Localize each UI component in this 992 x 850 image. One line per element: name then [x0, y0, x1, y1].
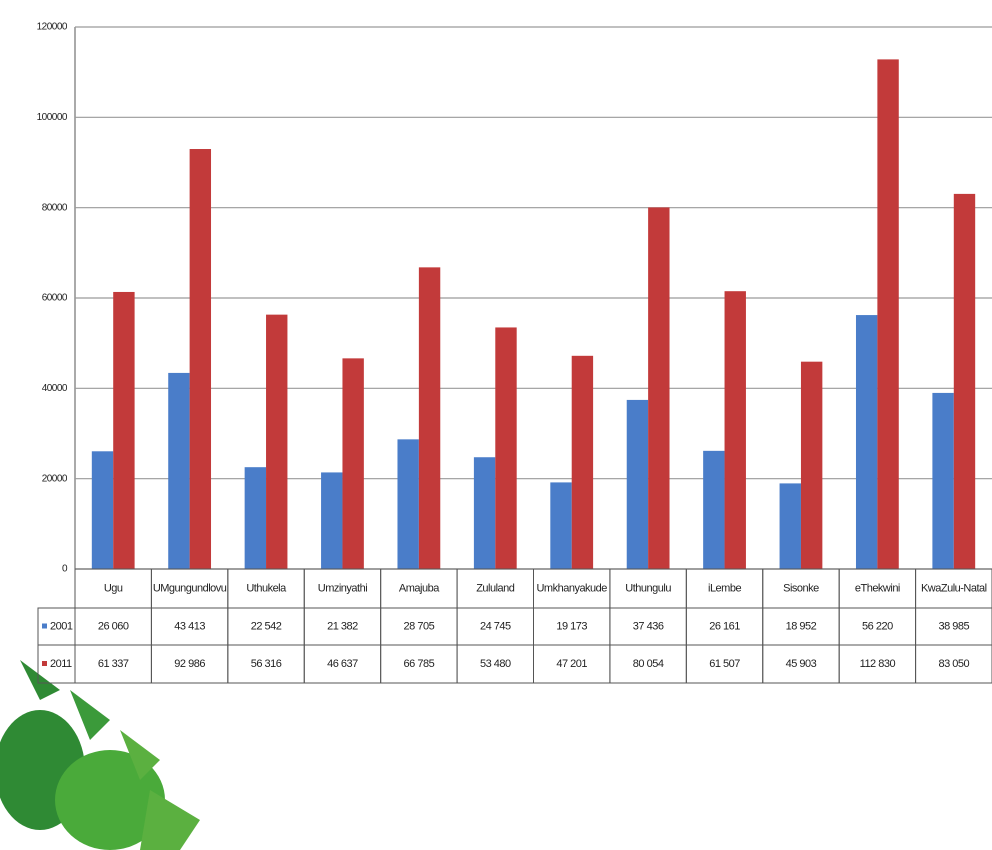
- bar: [550, 482, 572, 569]
- table-value: 26 060: [98, 620, 129, 632]
- y-tick-label: 40000: [42, 383, 68, 394]
- x-tick-label: KwaZulu-Natal: [921, 582, 987, 594]
- bar: [953, 193, 976, 569]
- bar: [168, 372, 190, 569]
- table-value: 22 542: [251, 620, 282, 632]
- x-tick-label: Umkhanyakude: [536, 582, 607, 594]
- table-value: 61 337: [98, 658, 129, 670]
- y-tick-label: 60000: [42, 293, 68, 304]
- legend-label: 2011: [50, 658, 72, 670]
- table-value: 112 830: [860, 658, 896, 670]
- bar: [724, 291, 746, 569]
- y-tick-label: 0: [62, 564, 68, 575]
- x-tick-label: eThekwini: [855, 582, 900, 594]
- table-value: 38 985: [938, 620, 969, 632]
- bar: [189, 149, 212, 569]
- x-tick-label: Zululand: [476, 582, 515, 594]
- bar: [113, 291, 135, 569]
- bar: [932, 392, 954, 569]
- bar: [397, 439, 419, 569]
- table-value: 18 952: [786, 620, 817, 632]
- bar: [571, 355, 594, 569]
- x-tick-label: Sisonke: [783, 582, 819, 594]
- table-value: 56 220: [862, 620, 893, 632]
- legend-swatch: [42, 623, 47, 629]
- table-value: 66 785: [404, 658, 435, 670]
- table-value: 21 382: [327, 620, 358, 632]
- legend-swatch: [42, 661, 47, 666]
- legend-label: 2001: [50, 620, 73, 632]
- bar: [244, 467, 267, 569]
- y-tick-label: 120000: [37, 22, 68, 33]
- table-cell: [37, 644, 76, 684]
- x-tick-label: Umzinyathi: [318, 582, 367, 594]
- table-value: 47 201: [556, 658, 587, 670]
- table-value: 28 705: [404, 620, 435, 632]
- bar: [342, 358, 364, 569]
- table-value: 26 161: [709, 620, 740, 632]
- bar: [473, 457, 496, 569]
- x-tick-label: Uthungulu: [625, 582, 671, 594]
- table-value: 53 480: [480, 658, 511, 670]
- bar: [418, 267, 441, 569]
- bar: [321, 472, 343, 569]
- table-value: 45 903: [786, 658, 817, 670]
- table-value: 61 507: [709, 658, 740, 670]
- table-value: 19 173: [556, 620, 587, 632]
- table-value: 92 986: [174, 658, 205, 670]
- x-tick-label: iLembe: [708, 582, 741, 594]
- logo: [0, 660, 200, 850]
- table-value: 56 316: [251, 658, 282, 670]
- x-tick-label: UMgungundlovu: [153, 582, 227, 594]
- bar: [855, 315, 878, 569]
- table-value: 37 436: [633, 620, 664, 632]
- table-value: 83 050: [938, 658, 969, 670]
- x-tick-label: Uthukela: [246, 582, 287, 594]
- y-tick-label: 100000: [37, 112, 68, 123]
- table-value: 43 413: [174, 620, 205, 632]
- table-value: 24 745: [480, 620, 511, 632]
- bar: [877, 59, 899, 570]
- bar: [495, 327, 517, 569]
- bar: [266, 314, 288, 569]
- table-value: 46 637: [327, 658, 358, 670]
- x-tick-label: Ugu: [104, 582, 123, 594]
- bar: [779, 483, 801, 569]
- bar: [703, 450, 725, 569]
- table-value: 80 054: [633, 658, 664, 670]
- y-tick-label: 80000: [42, 202, 68, 213]
- bar: [91, 451, 114, 569]
- x-tick-label: Amajuba: [399, 582, 440, 594]
- bar: [800, 361, 823, 569]
- bar: [626, 399, 649, 569]
- bar: [648, 207, 670, 569]
- y-tick-label: 20000: [42, 473, 68, 484]
